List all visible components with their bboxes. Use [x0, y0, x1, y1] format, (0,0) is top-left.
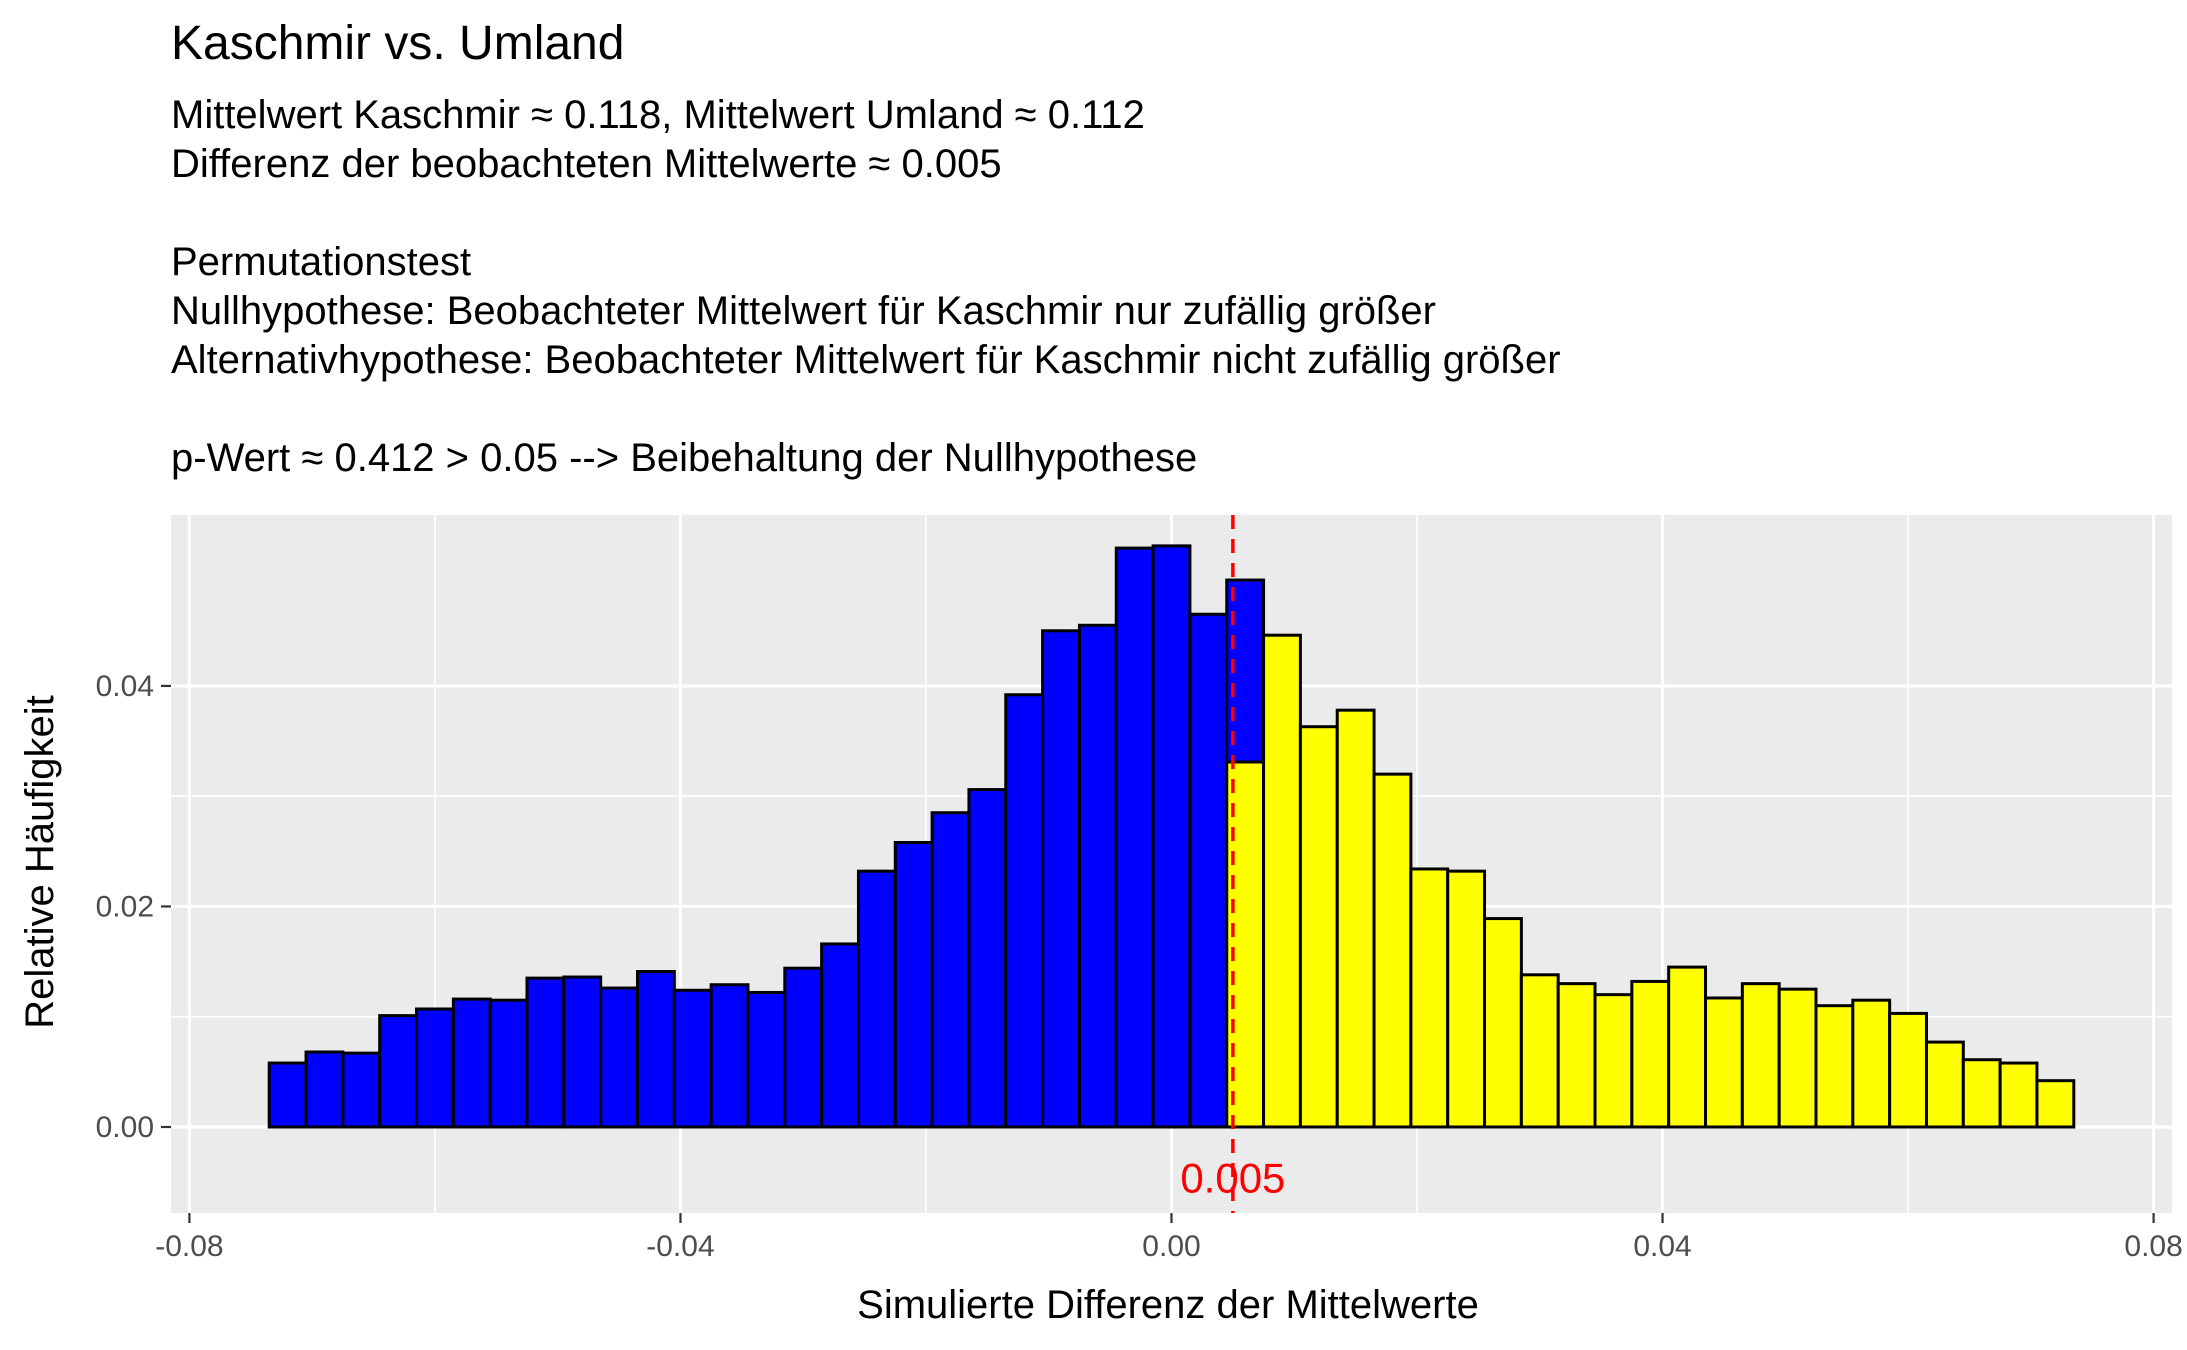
- histogram-bar: [1372, 772, 1413, 1129]
- observed-difference-label: 0.005: [1180, 1155, 1285, 1202]
- subtitle-line: p-Wert ≈ 0.412 > 0.05 --> Beibehaltung d…: [171, 436, 1197, 480]
- histogram-bar: [562, 975, 603, 1129]
- histogram-bar: [1188, 612, 1229, 1129]
- y-tick-label: 0.02: [96, 890, 154, 923]
- histogram-bar: [856, 869, 897, 1129]
- histogram-bar: [1704, 996, 1744, 1129]
- x-tick-label: 0.04: [1633, 1230, 1691, 1263]
- histogram-bar: [1446, 869, 1487, 1129]
- histogram-bar: [1998, 1061, 2039, 1129]
- histogram-bar: [1335, 708, 1376, 1129]
- observed-difference-marker: 0.005: [1180, 515, 1285, 1213]
- histogram-bar: [415, 1007, 455, 1129]
- histogram-bar: [1519, 973, 1560, 1129]
- histogram-bar: [1814, 1004, 1855, 1129]
- histogram-bar: [709, 983, 750, 1129]
- histogram-bar: [672, 988, 713, 1129]
- histogram-bar: [1483, 917, 1523, 1129]
- histogram-bar: [746, 990, 787, 1129]
- chart-title: Kaschmir vs. Umland: [171, 17, 624, 70]
- histogram-bar: [1740, 982, 1781, 1129]
- subtitle-line: Alternativhypothese: Beobachteter Mittel…: [171, 338, 1561, 382]
- histogram-bar: [1924, 1040, 1965, 1129]
- subtitle-line: Differenz der beobachteten Mittelwerte ≈…: [171, 142, 1002, 186]
- histogram-bar: [1593, 993, 1634, 1129]
- x-axis-title: Simulierte Differenz der Mittelwerte: [857, 1283, 1479, 1327]
- histogram-bar: [1077, 623, 1118, 1129]
- histogram-bar: [599, 986, 639, 1129]
- histogram-bar: [378, 1014, 419, 1129]
- subtitle-line: Mittelwert Kaschmir ≈ 0.118, Mittelwert …: [171, 93, 1145, 137]
- y-axis-title: Relative Häufigkeit: [18, 695, 62, 1029]
- histogram-bar: [1298, 725, 1339, 1129]
- x-tick-label: -0.04: [646, 1230, 714, 1263]
- histogram-bar: [1004, 693, 1045, 1129]
- histogram-bar: [1667, 965, 1708, 1129]
- histogram-bar: [1262, 633, 1302, 1129]
- histogram-bar: [1961, 1058, 2002, 1129]
- histogram-bar: [1041, 629, 1081, 1129]
- x-tick-label: -0.08: [155, 1230, 223, 1263]
- histogram-bar: [1409, 867, 1450, 1129]
- histogram-bar: [820, 942, 860, 1129]
- histogram-bar: [1888, 1011, 1928, 1129]
- histogram-bar: [341, 1051, 382, 1129]
- x-axis: -0.08 -0.04 0.00 0.04 0.08: [155, 1213, 2183, 1263]
- histogram-bar: [267, 1061, 308, 1129]
- histogram-bar: [930, 811, 971, 1129]
- histogram-bar: [2035, 1079, 2076, 1129]
- histogram-bar: [1556, 982, 1597, 1129]
- histogram-bar: [1851, 998, 1892, 1129]
- histogram-bar: [1151, 544, 1192, 1129]
- histogram-bar: [893, 840, 934, 1129]
- histogram-bars: [267, 544, 2076, 1129]
- x-tick-label: 0.08: [2124, 1230, 2182, 1263]
- y-tick-label: 0.00: [96, 1111, 154, 1144]
- y-axis: 0.00 0.02 0.04: [96, 670, 171, 1144]
- histogram-bar: [525, 976, 566, 1129]
- histogram-bar: [783, 966, 824, 1129]
- histogram-bar: [1777, 987, 1818, 1129]
- histogram-bar: [451, 997, 492, 1129]
- x-tick-label: 0.00: [1142, 1230, 1200, 1263]
- histogram-bar: [967, 788, 1008, 1129]
- chart-subtitle: Mittelwert Kaschmir ≈ 0.118, Mittelwert …: [171, 93, 1561, 480]
- subtitle-line: Nullhypothese: Beobachteter Mittelwert f…: [171, 289, 1436, 333]
- histogram-bar: [488, 998, 529, 1129]
- subtitle-line: Permutationstest: [171, 240, 471, 284]
- histogram-bar: [1114, 546, 1155, 1129]
- histogram-bar: [304, 1050, 345, 1129]
- histogram-bar: [635, 970, 676, 1129]
- histogram-bar: [1630, 979, 1671, 1129]
- y-tick-label: 0.04: [96, 670, 154, 703]
